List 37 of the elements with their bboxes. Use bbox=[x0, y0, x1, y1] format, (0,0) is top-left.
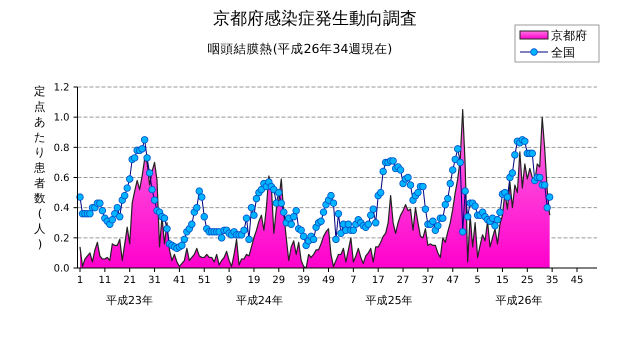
chart-title: 京都府感染症発生動向調査 bbox=[213, 9, 417, 29]
x-tick-label: 9 bbox=[226, 275, 232, 286]
legend-label: 京都府 bbox=[551, 28, 587, 42]
x-tick-label: 25 bbox=[520, 275, 534, 286]
x-tick-label: 35 bbox=[546, 275, 559, 286]
x-tick-label: 21 bbox=[123, 275, 136, 286]
x-tick-label: 17 bbox=[372, 275, 385, 286]
x-tick-label: 49 bbox=[322, 275, 335, 286]
text: 定点あたり患者数(人) bbox=[34, 84, 46, 251]
y-tick-label: 0.2 bbox=[54, 233, 70, 244]
y-tick-label: 1.2 bbox=[54, 82, 70, 94]
x-tick-label: 41 bbox=[173, 275, 186, 286]
x-tick-label: 1 bbox=[76, 275, 84, 286]
x-tick-label: 51 bbox=[198, 275, 211, 286]
x-tick-label: 29 bbox=[272, 275, 286, 286]
x-tick-label: 39 bbox=[297, 275, 310, 286]
x-tick-label: 47 bbox=[446, 275, 460, 286]
x-tick-label: 27 bbox=[396, 275, 410, 286]
y-tick-label: 1.0 bbox=[54, 112, 70, 124]
chart-subtitle: 咽頭結膜熱(平成26年34週現在) bbox=[208, 41, 392, 56]
y-tick-label: 0.0 bbox=[54, 264, 70, 274]
y-tick-label: 0.8 bbox=[54, 142, 70, 154]
x-tick-label: 37 bbox=[422, 275, 434, 286]
y-tick-label: 0.4 bbox=[54, 203, 70, 214]
x-tick-label: 31 bbox=[148, 275, 161, 286]
text: 平成26年 bbox=[496, 294, 543, 307]
text: 平成24年 bbox=[236, 294, 283, 307]
y-tick-label: 0.6 bbox=[54, 173, 70, 184]
x-tick-label: 45 bbox=[570, 275, 584, 286]
text: 平成23年 bbox=[106, 294, 153, 307]
x-tick-label: 5 bbox=[474, 275, 481, 286]
legend-label: 全国 bbox=[551, 46, 575, 60]
x-tick-label: 11 bbox=[98, 275, 112, 286]
text: 平成25年 bbox=[366, 294, 413, 307]
x-tick-label: 19 bbox=[248, 275, 260, 286]
x-tick-label: 15 bbox=[496, 275, 509, 286]
x-tick-label: 7 bbox=[350, 275, 357, 286]
